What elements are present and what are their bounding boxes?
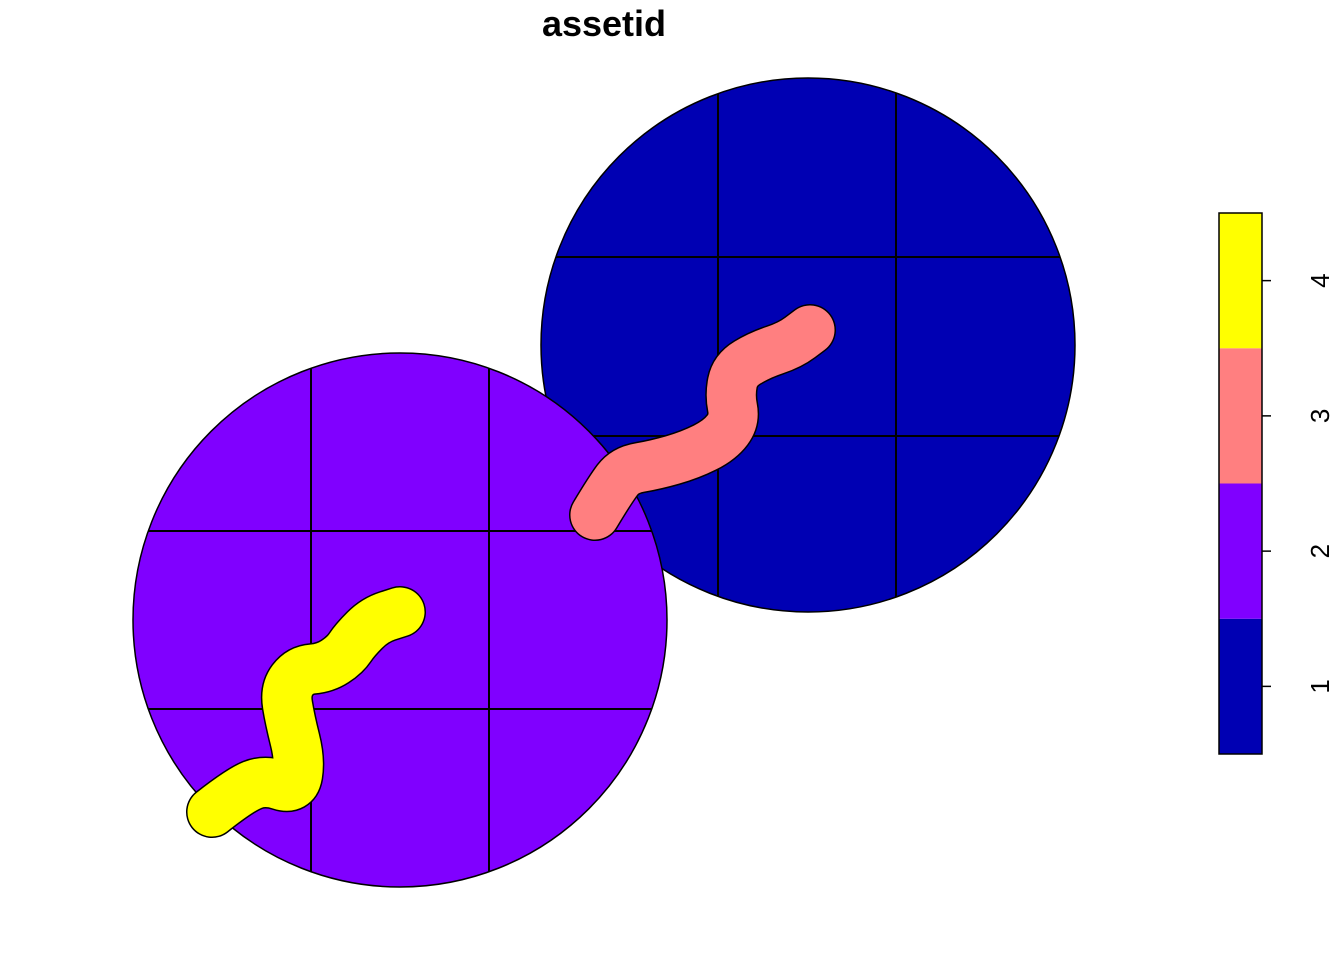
- feature-buffer: [186, 586, 426, 838]
- legend-swatch: [1219, 213, 1262, 349]
- buffer-fill: [570, 305, 835, 540]
- legend-tick-label: 3: [1305, 409, 1335, 423]
- buffer-fill: [187, 587, 425, 837]
- map-title: assetid: [542, 3, 666, 44]
- feature-buffer: [569, 304, 836, 541]
- grid-cells: [541, 78, 1075, 612]
- legend-tick-label: 1: [1305, 679, 1335, 693]
- legend-swatch: [1219, 618, 1262, 754]
- legend-tick-label: 4: [1305, 273, 1335, 287]
- legend-swatch: [1219, 348, 1262, 484]
- legend-frame: [1218, 212, 1263, 755]
- legend-swatch: [1219, 483, 1262, 619]
- legend-tick-label: 2: [1305, 544, 1335, 558]
